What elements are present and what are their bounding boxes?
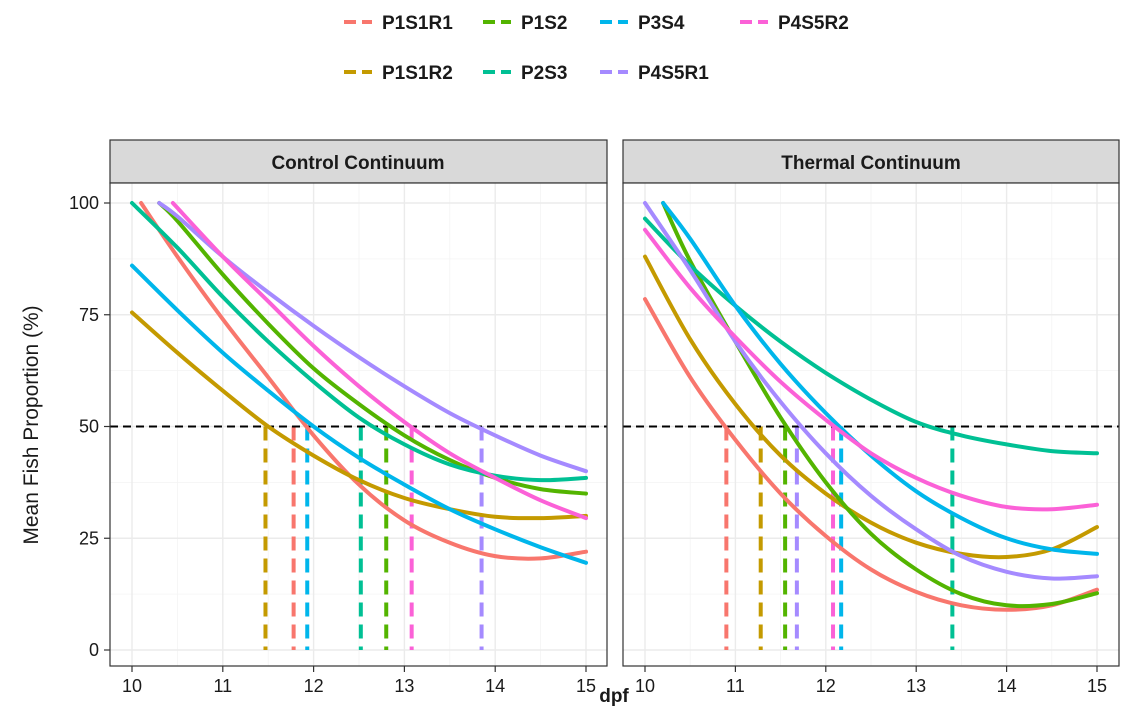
legend-item-p4s5r2: P4S5R2 <box>740 13 849 34</box>
y-tick-label: 50 <box>79 417 99 437</box>
series-line-p4s5r2-thermal-continuum <box>643 227 1099 512</box>
strip-title-thermal: Thermal Continuum <box>781 153 960 174</box>
legend-label-p2s3: P2S3 <box>521 63 567 84</box>
y-tick-label: 25 <box>79 528 99 548</box>
legend-label-p3s4: P3S4 <box>638 13 685 34</box>
x-tick-label: 10 <box>122 676 142 696</box>
series-line-p1s2-control-continuum <box>157 201 588 496</box>
y-tick-label: 0 <box>89 640 99 660</box>
legend-item-p2s3: P2S3 <box>483 63 567 84</box>
panel-thermal: Thermal Continuum 10 11 12 13 14 15 <box>622 139 1120 696</box>
series-line-p1s1r2-thermal-continuum <box>643 254 1099 560</box>
x-tick-label: 12 <box>304 676 324 696</box>
x-tick-label: 13 <box>394 676 414 696</box>
x-tick-label: 11 <box>213 676 232 696</box>
legend-label-p1s2: P1S2 <box>521 13 567 34</box>
strip-title-control: Control Continuum <box>271 153 444 174</box>
y-tick-label: 100 <box>69 193 99 213</box>
series-line-p2s3-thermal-continuum <box>643 216 1099 456</box>
legend-item-p3s4: P3S4 <box>600 13 685 34</box>
x-tick-label: 13 <box>906 676 926 696</box>
x-tick-label: 10 <box>635 676 655 696</box>
series-line-p2s3-control-continuum <box>130 201 588 483</box>
legend-item-p4s5r1: P4S5R1 <box>600 63 709 84</box>
x-tick-label: 15 <box>576 676 596 696</box>
legend-label-p4s5r2: P4S5R2 <box>778 13 849 34</box>
series-line-p1s1r2-control-continuum <box>130 310 588 521</box>
legend-item-p1s2: P1S2 <box>483 13 567 34</box>
panel-control: Control Continuum 10 11 12 13 14 15 0 25 50 75 10… <box>69 139 608 696</box>
panel-border-thermal <box>622 182 1120 667</box>
y-tick-label: 75 <box>79 305 99 325</box>
x-axis-title: dpf <box>599 686 629 707</box>
legend-label-p4s5r1: P4S5R1 <box>638 63 709 84</box>
x-tick-label: 14 <box>485 676 505 696</box>
x-tick-label: 14 <box>997 676 1017 696</box>
strip-control <box>109 139 608 184</box>
legend: P1S1R1 P1S2 P3S4 P4S5R2 P1S1R2 P2S3 P4S5R1 <box>344 13 849 84</box>
x-tick-label: 12 <box>816 676 836 696</box>
x-tick-label: 11 <box>726 676 745 696</box>
legend-item-p1s1r1: P1S1R1 <box>344 13 453 34</box>
series-line-p4s5r1-thermal-continuum <box>643 201 1099 581</box>
x-tick-label: 15 <box>1087 676 1107 696</box>
legend-item-p1s1r2: P1S1R2 <box>344 63 453 84</box>
legend-label-p1s1r1: P1S1R1 <box>382 13 453 34</box>
series-line-p1s1r1-thermal-continuum <box>643 297 1099 612</box>
legend-label-p1s1r2: P1S1R2 <box>382 63 453 84</box>
series-line-p4s5r2-control-continuum <box>170 201 588 521</box>
panel-border-control <box>109 182 608 667</box>
series-line-p3s4-control-continuum <box>130 263 588 565</box>
y-axis-title: Mean Fish Proportion (%) <box>20 305 43 544</box>
